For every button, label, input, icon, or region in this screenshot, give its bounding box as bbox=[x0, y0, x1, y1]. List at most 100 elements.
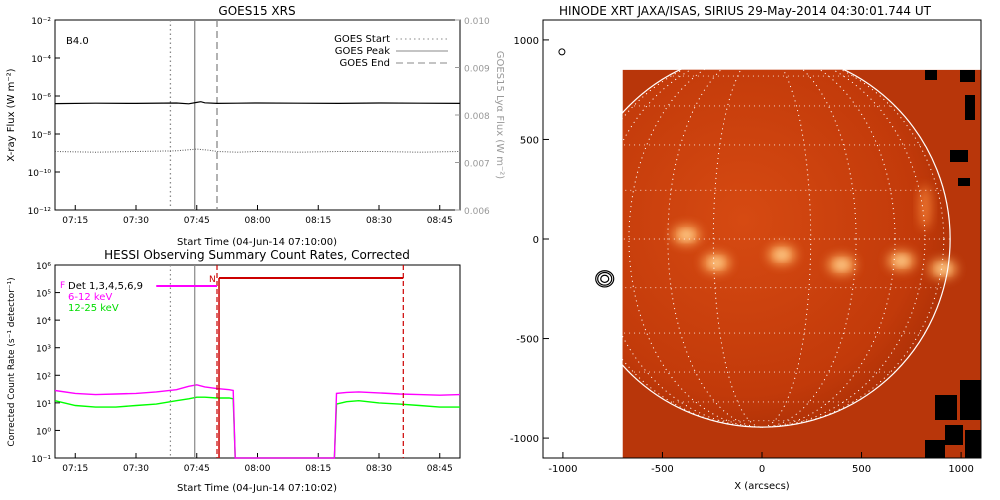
xrt-image bbox=[622, 69, 981, 458]
goes-y-tick-label: 10⁻⁶ bbox=[31, 93, 51, 103]
goes-y2-label: GOES15 Lyα Flux (W m⁻²) bbox=[494, 51, 505, 179]
hessi-flag-f-label: F bbox=[60, 281, 65, 291]
goes-y-tick-label: 10⁻² bbox=[31, 17, 51, 27]
xrt-y-tick-label: -500 bbox=[516, 335, 539, 346]
goes-y-tick-label: 10⁻¹⁰ bbox=[28, 169, 52, 179]
goes-x-tick-label: 08:30 bbox=[366, 216, 392, 226]
hessi-series-line bbox=[54, 396, 460, 459]
xrt-longitude-line bbox=[667, 50, 857, 428]
goes-x-tick-label: 08:45 bbox=[427, 216, 453, 226]
goes-x-tick-label: 07:30 bbox=[123, 216, 149, 226]
xrt-flare-contour bbox=[595, 270, 615, 288]
xrt-active-region-core bbox=[681, 231, 692, 240]
xrt-x-tick-label: 0 bbox=[759, 464, 765, 475]
hessi-y-tick-label: 10¹ bbox=[36, 400, 51, 410]
xrt-missing-block bbox=[965, 430, 981, 458]
goes-y-tick-label: 10⁻¹² bbox=[28, 207, 52, 217]
xrt-y-tick-label: 0 bbox=[533, 235, 539, 246]
hessi-y-tick-label: 10⁻¹ bbox=[31, 455, 51, 465]
goes-class-label: B4.0 bbox=[66, 36, 89, 47]
goes-y-tick-label: 10⁻⁴ bbox=[31, 55, 51, 65]
hessi-x-tick-label: 07:15 bbox=[62, 464, 88, 474]
hessi-y-axis: 10⁶ 10⁵ 10⁴ 10³ 10² 10¹ 10⁰ 10⁻¹ bbox=[31, 262, 60, 465]
hessi-series bbox=[54, 384, 461, 459]
xrt-active-region-core bbox=[776, 250, 787, 259]
hessi-y-label: Corrected Count Rate (s⁻¹ detector⁻¹) bbox=[7, 277, 17, 446]
hessi-legend-high: 12-25 keV bbox=[68, 303, 119, 314]
xrt-missing-block bbox=[945, 425, 963, 445]
hessi-x-tick-label: 07:30 bbox=[123, 464, 149, 474]
xrt-image-area bbox=[558, 48, 981, 458]
xrt-missing-block bbox=[965, 95, 975, 120]
xrt-y-tick-label: 1000 bbox=[514, 36, 539, 47]
goes-event-markers bbox=[169, 20, 218, 210]
hessi-x-tick-label: 08:00 bbox=[245, 464, 271, 474]
xrt-missing-block bbox=[925, 70, 937, 80]
goes-x-tick-label: 07:15 bbox=[62, 216, 88, 226]
xrt-panel: HINODE XRT JAXA/ISAS, SIRIUS 29-May-2014… bbox=[510, 4, 982, 492]
xrt-solar-disk bbox=[622, 69, 951, 428]
goes-x-tick-label: 08:00 bbox=[245, 216, 271, 226]
xrt-x-tick-label: 1000 bbox=[948, 464, 973, 475]
hessi-flag-label: N bbox=[209, 275, 216, 285]
hessi-x-axis: 07:15 07:30 07:45 08:00 08:15 08:30 08:45 bbox=[62, 453, 453, 474]
xrt-longitude-line bbox=[628, 50, 896, 428]
xrt-small-contour bbox=[558, 48, 566, 56]
xrt-limb-brightening bbox=[919, 185, 932, 230]
hessi-y-tick-label: 10⁴ bbox=[36, 317, 51, 327]
hessi-y-tick-label: 10³ bbox=[36, 345, 51, 355]
xrt-missing-block bbox=[935, 395, 957, 420]
hessi-panel: HESSI Observing Summary Count Rates, Cor… bbox=[7, 248, 461, 494]
goes-legend-start: GOES Start bbox=[334, 34, 390, 45]
hessi-x-tick-label: 08:30 bbox=[366, 464, 392, 474]
xrt-missing-block bbox=[925, 440, 945, 458]
goes-y2-tick-label: 0.006 bbox=[464, 207, 490, 217]
xrt-active-region-core bbox=[938, 264, 949, 273]
xrt-x-tick-label: 500 bbox=[852, 464, 871, 475]
goes-series-line bbox=[54, 148, 461, 153]
hessi-y-tick-label: 10² bbox=[36, 372, 51, 382]
goes-panel: GOES15 XRS 10⁻² 10⁻⁴ 10⁻⁶ 10⁻⁸ 10⁻¹⁰ 10⁻¹² 0.… bbox=[6, 4, 505, 248]
goes-y2-tick-label: 0.010 bbox=[464, 17, 490, 27]
hessi-flags: N bbox=[156, 275, 404, 458]
xrt-missing-block bbox=[960, 380, 981, 420]
goes-y2-tick-label: 0.007 bbox=[464, 160, 490, 170]
goes-series bbox=[54, 101, 461, 153]
xrt-x-label: X (arcsecs) bbox=[734, 481, 790, 492]
hessi-y-tick-label: 10⁰ bbox=[36, 427, 51, 437]
xrt-active-region-core bbox=[896, 256, 907, 265]
goes-title: GOES15 XRS bbox=[218, 4, 295, 18]
goes-y-axis: 10⁻² 10⁻⁴ 10⁻⁶ 10⁻⁸ 10⁻¹⁰ 10⁻¹² bbox=[28, 17, 60, 217]
hessi-title: HESSI Observing Summary Count Rates, Cor… bbox=[104, 248, 410, 262]
xrt-flare-contour bbox=[600, 274, 610, 284]
goes-legend-end: GOES End bbox=[340, 58, 390, 69]
xrt-y-tick-label: 500 bbox=[520, 135, 539, 146]
goes-plot-frame bbox=[54, 19, 461, 211]
xrt-missing-block bbox=[960, 70, 975, 82]
hessi-plot-frame bbox=[54, 264, 461, 459]
hessi-x-tick-label: 07:45 bbox=[184, 464, 210, 474]
goes-series-line bbox=[54, 101, 461, 105]
goes-y-tick-label: 10⁻⁸ bbox=[31, 131, 51, 141]
xrt-overlay bbox=[558, 48, 951, 428]
xrt-missing-block bbox=[950, 150, 968, 162]
goes-y-label: X-ray Flux (W m⁻²) bbox=[6, 68, 17, 161]
hessi-y-tick-label: 10⁶ bbox=[36, 262, 51, 272]
hessi-legend-det: Det 1,3,4,5,6,9 bbox=[68, 281, 143, 292]
hessi-legend-low: 6-12 keV bbox=[68, 292, 112, 303]
goes-x-axis: 07:15 07:30 07:45 08:00 08:15 08:30 08:45 bbox=[62, 205, 453, 226]
xrt-x-tick-label: -1000 bbox=[548, 464, 577, 475]
xrt-limb-circle bbox=[573, 50, 951, 428]
xrt-y-axis: 1000 500 0 -500 -1000 bbox=[510, 36, 549, 445]
hessi-series-line bbox=[54, 384, 461, 459]
goes-legend-peak: GOES Peak bbox=[335, 46, 390, 57]
xrt-missing-block bbox=[958, 178, 970, 186]
hessi-x-label: Start Time (04-Jun-14 07:10:02) bbox=[177, 483, 337, 494]
xrt-active-region-core bbox=[836, 260, 847, 269]
xrt-x-tick-label: -500 bbox=[651, 464, 674, 475]
xrt-flare-contour bbox=[597, 271, 613, 286]
hessi-y-tick-label: 10⁵ bbox=[36, 290, 51, 300]
hessi-legend: F Det 1,3,4,5,6,9 6-12 keV 12-25 keV bbox=[60, 281, 143, 314]
xrt-x-axis: -1000 -500 0 500 1000 bbox=[548, 452, 974, 475]
